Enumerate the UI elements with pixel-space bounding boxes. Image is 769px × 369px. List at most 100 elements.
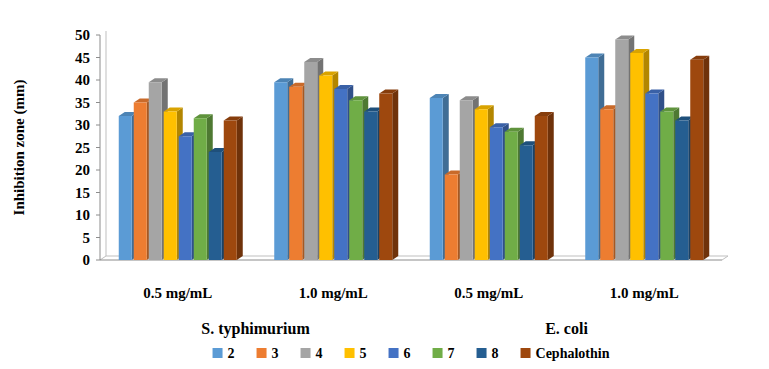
bar-top	[660, 108, 679, 112]
bar-side	[548, 112, 554, 260]
bar	[304, 62, 317, 260]
bar	[505, 132, 518, 260]
bar	[675, 121, 688, 261]
y-tick-label: 35	[75, 95, 90, 111]
legend-swatch	[257, 348, 267, 358]
bar	[164, 112, 177, 261]
bar	[535, 116, 548, 260]
y-tick-label: 10	[75, 207, 90, 223]
bar	[289, 87, 302, 260]
bar	[209, 152, 222, 260]
bar	[445, 175, 458, 261]
bar	[334, 89, 347, 260]
bar	[224, 121, 237, 261]
bar	[615, 40, 628, 261]
y-tick-label: 40	[75, 72, 90, 88]
y-tick-label: 30	[75, 117, 90, 133]
y-tick-label: 25	[75, 140, 90, 156]
bar-side	[237, 117, 243, 261]
bar	[319, 76, 332, 261]
bar	[490, 127, 503, 260]
chart: 05101520253035404550Inhibition zone (mm)…	[0, 0, 769, 369]
y-tick-label: 15	[75, 185, 90, 201]
bar-top	[304, 58, 323, 62]
bar-top	[690, 56, 709, 60]
y-tick	[96, 35, 100, 36]
bar	[475, 109, 488, 260]
y-tick-label: 50	[75, 27, 90, 43]
legend-label: 4	[316, 346, 323, 361]
bar-top	[349, 96, 368, 100]
bar-top	[460, 96, 479, 100]
x-tick-label: 1.0 mg/mL	[299, 285, 368, 301]
bar-top	[319, 72, 338, 76]
legend-swatch	[345, 348, 355, 358]
bar	[364, 112, 377, 261]
y-tick-label: 0	[83, 252, 91, 268]
bar-top	[274, 78, 293, 82]
legend-label: 8	[492, 346, 499, 361]
y-tick-label: 20	[75, 162, 90, 178]
y-tick	[96, 170, 100, 171]
bar	[194, 118, 207, 260]
group-label: E. coli	[545, 320, 588, 337]
legend-swatch	[433, 348, 443, 358]
back-wall	[106, 31, 107, 256]
legend: 2345678Cephalothin	[213, 346, 610, 361]
y-tick	[96, 237, 100, 238]
bar-top	[430, 94, 449, 98]
legend-swatch	[389, 348, 399, 358]
bar	[379, 94, 392, 261]
legend-swatch	[477, 348, 487, 358]
legend-swatch	[213, 348, 223, 358]
bar	[179, 136, 192, 260]
bar	[119, 116, 132, 260]
bar	[430, 98, 443, 260]
y-tick	[96, 80, 100, 81]
y-axis-label: Inhibition zone (mm)	[11, 80, 28, 216]
legend-label: 2	[228, 346, 235, 361]
bar-side	[392, 90, 398, 261]
bars	[119, 36, 710, 261]
bar-side	[703, 56, 709, 260]
bar-top	[164, 108, 183, 112]
y-tick	[96, 57, 100, 58]
bar	[645, 94, 658, 261]
bar	[460, 100, 473, 260]
bar-top	[490, 123, 509, 127]
floor-edge	[100, 256, 106, 260]
y-tick	[96, 147, 100, 148]
bar	[690, 60, 703, 260]
y-tick	[96, 215, 100, 216]
bar	[520, 145, 533, 260]
bar-top	[645, 90, 664, 94]
y-tick	[96, 102, 100, 103]
legend-label: 3	[272, 346, 279, 361]
legend-label: 5	[360, 346, 367, 361]
bar-top	[379, 90, 398, 94]
bar	[630, 53, 643, 260]
bar	[660, 112, 673, 261]
bar-top	[615, 36, 634, 40]
legend-label: Cephalothin	[536, 346, 610, 361]
bar	[149, 82, 162, 260]
bar-top	[475, 105, 494, 109]
x-tick-label: 0.5 mg/mL	[454, 285, 523, 301]
group-label: S. typhimurium	[201, 320, 310, 338]
bar	[134, 103, 147, 261]
x-tick-label: 1.0 mg/mL	[610, 285, 679, 301]
x-tick-label: 0.5 mg/mL	[143, 285, 212, 301]
bar-top	[149, 78, 168, 82]
legend-label: 6	[404, 346, 411, 361]
y-tick-label: 45	[75, 50, 90, 66]
bar-top	[194, 114, 213, 118]
bar-top	[334, 85, 353, 89]
bar-top	[224, 117, 243, 121]
y-tick	[96, 260, 100, 261]
bar-top	[535, 112, 554, 116]
bar	[585, 58, 598, 261]
y-tick	[96, 125, 100, 126]
y-tick-label: 5	[83, 230, 91, 246]
bar	[274, 82, 287, 260]
bar	[349, 100, 362, 260]
